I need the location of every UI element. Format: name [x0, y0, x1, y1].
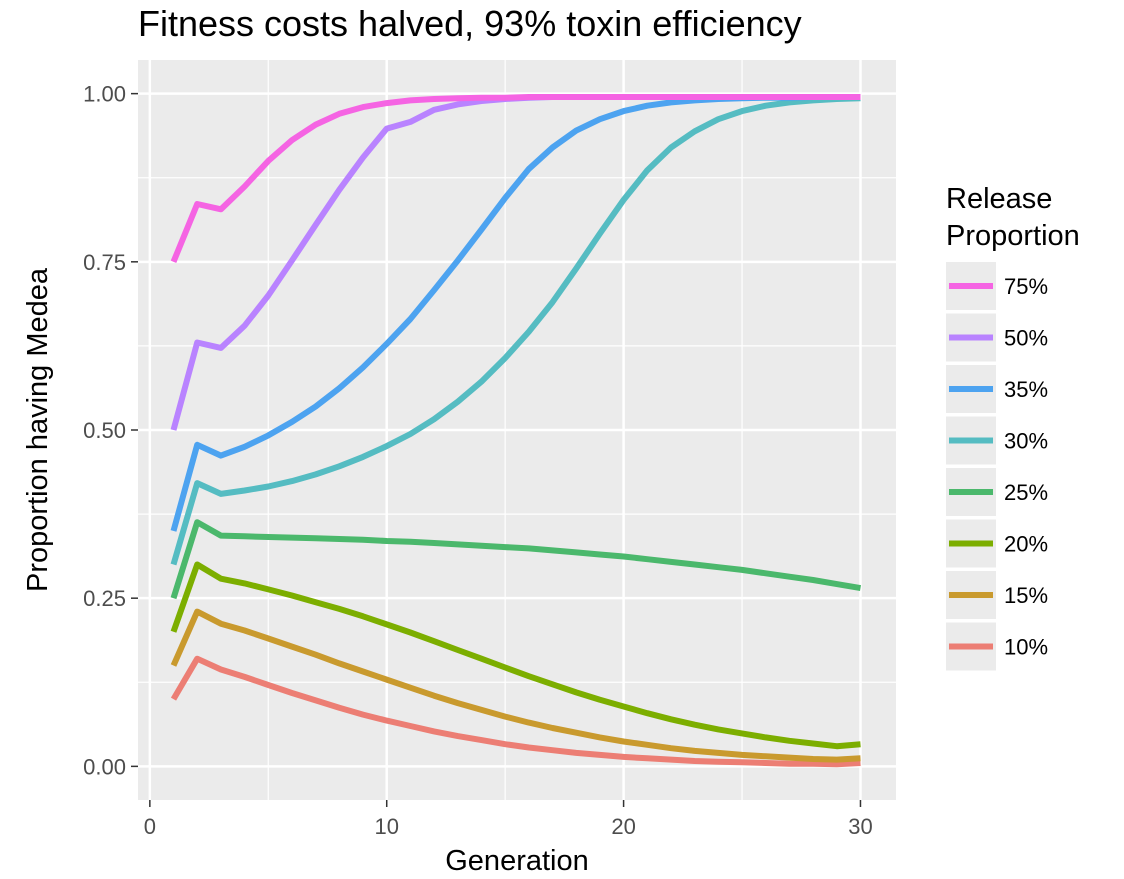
legend-label: 25% [1004, 480, 1048, 505]
legend-item-35pct: 35% [946, 365, 1048, 413]
legend-item-20pct: 20% [946, 519, 1048, 568]
x-tick-label: 20 [611, 814, 635, 839]
series-line-25pct [170, 519, 861, 600]
legend-item-25pct: 25% [946, 468, 1048, 516]
legend-title-line-1: Release [946, 183, 1052, 215]
series-line-30pct [170, 95, 861, 566]
x-axis-title: Generation [445, 845, 589, 877]
legend-label: 35% [1004, 377, 1048, 402]
legend-label: 30% [1004, 429, 1048, 454]
series-line-75pct [170, 94, 861, 263]
series-line-15pct [170, 608, 861, 763]
x-tick-label: 30 [848, 814, 872, 839]
legend-label: 15% [1004, 583, 1048, 608]
y-tick-label: 0.00 [83, 754, 126, 779]
legend-item-15pct: 15% [946, 571, 1048, 619]
legend-label: 50% [1004, 326, 1048, 351]
x-tick-label: 0 [144, 814, 156, 839]
x-axis: 0 10 20 30 [144, 800, 873, 839]
y-axis: 0.00 0.25 0.50 0.75 1.00 [83, 82, 138, 779]
y-tick-label: 0.75 [83, 250, 126, 275]
grid-major [138, 60, 896, 800]
y-axis-title: Proportion having Medea [22, 267, 54, 592]
legend-label: 20% [1004, 532, 1048, 557]
legend-item-10pct: 10% [946, 622, 1048, 671]
legend-label: 75% [1004, 274, 1048, 299]
x-tick-label: 10 [374, 814, 398, 839]
series-line-10pct [170, 655, 861, 768]
series-lines [170, 94, 861, 768]
legend-items: 75% 50% 35% 30% 25% 20% 15% 10% [946, 262, 1048, 671]
chart-title: Fitness costs halved, 93% toxin efficien… [138, 3, 802, 44]
legend-item-75pct: 75% [946, 262, 1048, 310]
legend-title-line-2: Proportion [946, 220, 1080, 252]
legend-label: 10% [1004, 635, 1048, 660]
legend: Release Proportion 75% 50% 35% 30% 25% 20% 15%… [946, 183, 1080, 671]
series-line-20pct [170, 561, 861, 750]
y-tick-label: 1.00 [83, 82, 126, 107]
legend-item-30pct: 30% [946, 416, 1048, 465]
legend-item-50pct: 50% [946, 313, 1048, 362]
y-tick-label: 0.25 [83, 586, 126, 611]
y-tick-label: 0.50 [83, 418, 126, 443]
